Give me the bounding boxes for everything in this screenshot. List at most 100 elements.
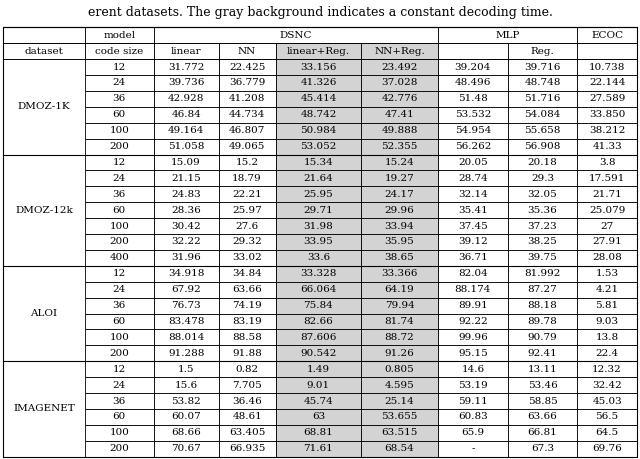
Bar <box>508 75 577 91</box>
Bar <box>508 170 577 186</box>
Bar <box>84 43 154 59</box>
Bar <box>84 43 154 59</box>
Text: 27.91: 27.91 <box>592 237 622 246</box>
Bar <box>577 298 637 313</box>
Bar <box>154 298 219 313</box>
Bar <box>438 377 508 393</box>
Text: 56.5: 56.5 <box>596 413 619 421</box>
Bar <box>438 393 508 409</box>
Text: 69.76: 69.76 <box>592 444 622 453</box>
Text: 15.6: 15.6 <box>175 381 198 390</box>
Bar <box>276 107 361 123</box>
Bar <box>577 186 637 202</box>
Text: 100: 100 <box>109 126 129 135</box>
Bar <box>577 330 637 345</box>
Bar <box>361 218 438 234</box>
Bar <box>508 234 577 250</box>
Bar <box>577 441 637 457</box>
Bar <box>276 298 361 313</box>
Text: 4.595: 4.595 <box>385 381 415 390</box>
Bar <box>276 409 361 425</box>
Bar <box>219 250 276 266</box>
Bar <box>276 139 361 155</box>
Bar <box>276 361 361 377</box>
Bar <box>276 234 361 250</box>
Text: 33.366: 33.366 <box>381 269 418 278</box>
Bar <box>154 123 219 139</box>
Bar <box>438 170 508 186</box>
Bar <box>84 250 154 266</box>
Bar <box>361 170 438 186</box>
Bar <box>219 266 276 282</box>
Bar <box>276 298 361 313</box>
Bar <box>154 250 219 266</box>
Bar <box>508 75 577 91</box>
Text: 22.425: 22.425 <box>229 62 266 72</box>
Text: 24: 24 <box>113 285 126 294</box>
Text: linear: linear <box>171 47 202 56</box>
Bar <box>577 361 637 377</box>
Bar <box>3 361 84 457</box>
Bar <box>3 282 84 298</box>
Bar <box>361 107 438 123</box>
Bar <box>84 234 154 250</box>
Bar <box>438 441 508 457</box>
Bar <box>154 139 219 155</box>
Text: 29.3: 29.3 <box>531 174 554 183</box>
Bar <box>577 298 637 313</box>
Bar <box>84 202 154 218</box>
Bar <box>577 234 637 250</box>
Text: 31.98: 31.98 <box>303 222 333 230</box>
Text: 25.95: 25.95 <box>303 190 333 199</box>
Bar <box>84 345 154 361</box>
Text: 22.21: 22.21 <box>232 190 262 199</box>
Text: 35.36: 35.36 <box>527 206 557 215</box>
Text: 200: 200 <box>109 444 129 453</box>
Bar <box>219 409 276 425</box>
Bar <box>219 218 276 234</box>
Bar <box>577 441 637 457</box>
Text: 42.776: 42.776 <box>381 95 418 103</box>
Text: 81.74: 81.74 <box>385 317 415 326</box>
Bar <box>276 393 361 409</box>
Text: 28.74: 28.74 <box>458 174 488 183</box>
Bar <box>154 75 219 91</box>
Bar <box>84 107 154 123</box>
Bar <box>577 425 637 441</box>
Bar <box>438 298 508 313</box>
Bar <box>508 155 577 170</box>
Bar <box>508 123 577 139</box>
Bar <box>276 139 361 155</box>
Bar <box>438 393 508 409</box>
Bar <box>577 330 637 345</box>
Bar <box>276 91 361 107</box>
Bar <box>154 345 219 361</box>
Text: linear+Reg.: linear+Reg. <box>287 47 350 56</box>
Bar <box>3 202 84 218</box>
Bar <box>219 298 276 313</box>
Bar <box>361 282 438 298</box>
Bar <box>154 425 219 441</box>
Text: 66.935: 66.935 <box>229 444 266 453</box>
Bar <box>508 313 577 330</box>
Bar <box>577 266 637 282</box>
Bar <box>276 377 361 393</box>
Bar <box>577 393 637 409</box>
Bar <box>438 170 508 186</box>
Bar <box>361 330 438 345</box>
Bar <box>276 393 361 409</box>
Bar <box>438 425 508 441</box>
Bar <box>154 91 219 107</box>
Bar <box>361 234 438 250</box>
Bar <box>361 186 438 202</box>
Bar <box>276 186 361 202</box>
Text: ECOC: ECOC <box>591 31 623 40</box>
Text: 55.658: 55.658 <box>524 126 561 135</box>
Text: 66.81: 66.81 <box>527 428 557 437</box>
Text: 25.079: 25.079 <box>589 206 625 215</box>
Bar <box>438 377 508 393</box>
Bar <box>508 202 577 218</box>
Bar <box>3 107 84 123</box>
Bar <box>219 361 276 377</box>
Bar <box>438 43 508 59</box>
